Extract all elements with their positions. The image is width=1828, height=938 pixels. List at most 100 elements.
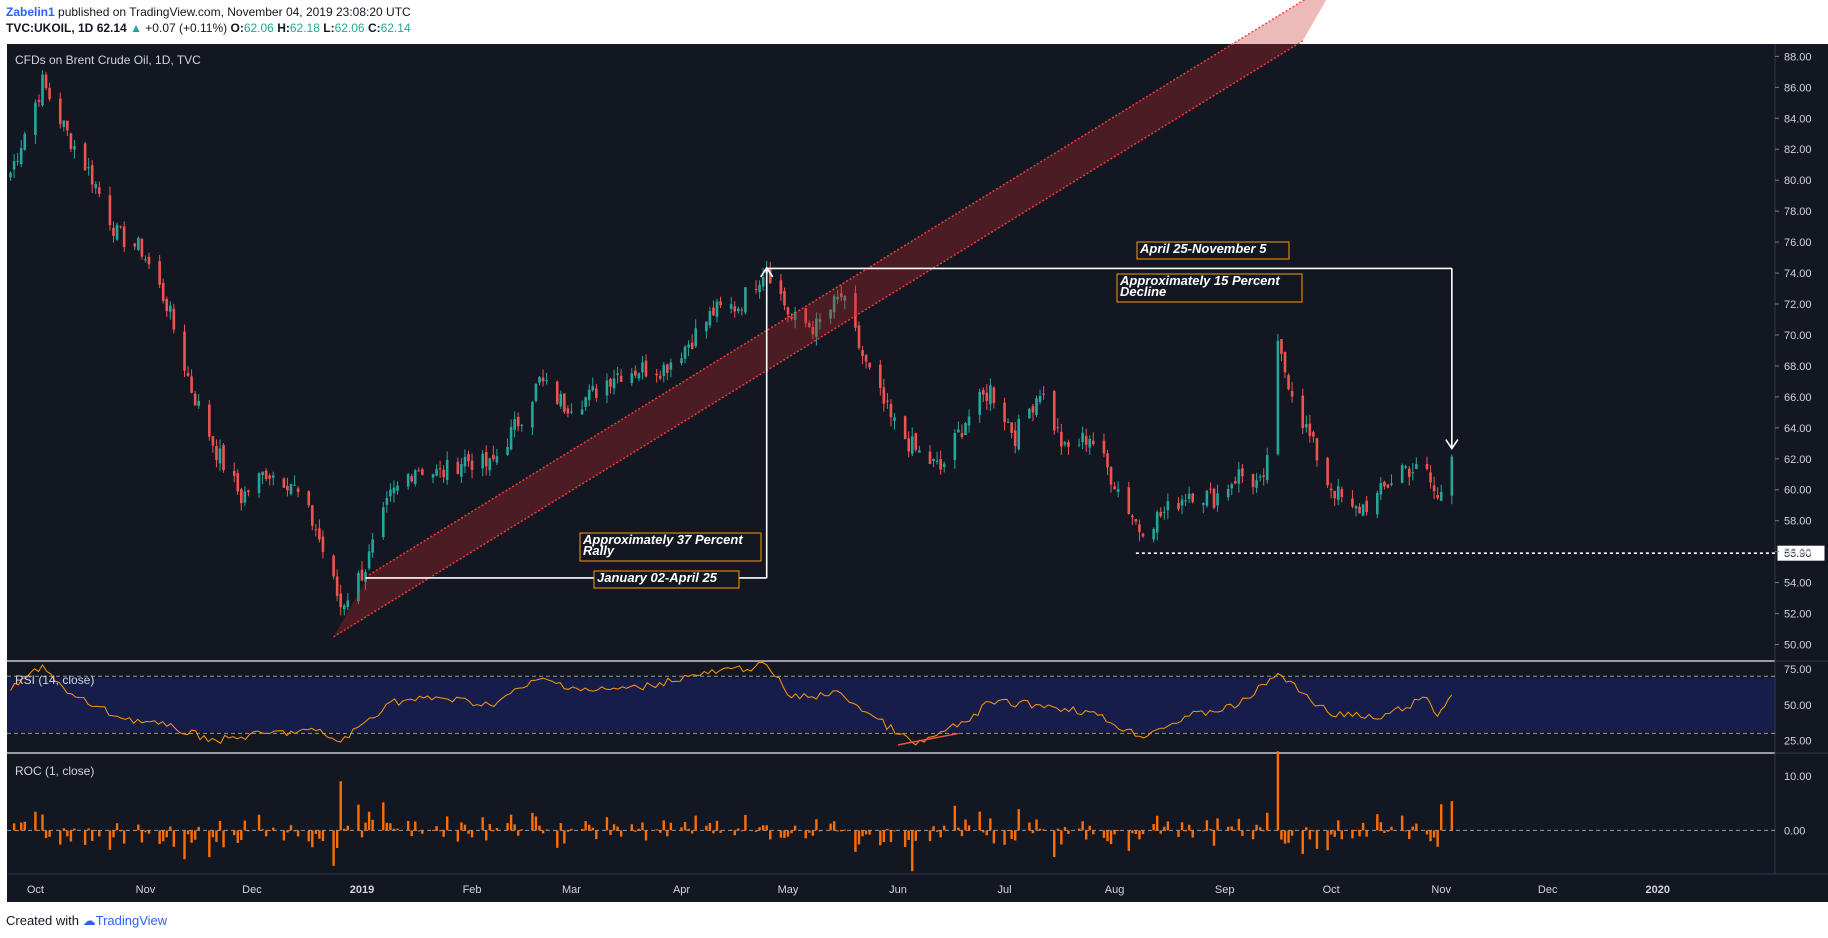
- candle-body: [1404, 466, 1407, 468]
- roc-bar: [683, 822, 687, 831]
- roc-bar: [992, 830, 996, 844]
- roc-bar: [680, 827, 683, 831]
- candle-body: [910, 436, 914, 454]
- open-label: O:: [230, 21, 244, 35]
- candle-body: [1031, 406, 1035, 413]
- candle-body: [360, 569, 364, 581]
- roc-bar: [957, 827, 960, 831]
- candle-body: [1280, 339, 1283, 354]
- candle-body: [1028, 408, 1031, 419]
- roc-bar: [580, 828, 584, 831]
- roc-bar: [520, 829, 523, 831]
- candle-body: [1301, 395, 1305, 429]
- candle-body: [985, 392, 989, 402]
- candle-body: [144, 259, 147, 261]
- candle-body: [23, 133, 27, 151]
- rsi-divergence-line: [897, 732, 959, 746]
- candle-body: [1006, 421, 1010, 423]
- candle-body: [421, 469, 424, 475]
- candle-body: [1251, 473, 1255, 488]
- roc-bar: [630, 824, 633, 831]
- rally-annotation-line: Rally: [583, 543, 615, 558]
- roc-bar: [1085, 830, 1088, 840]
- roc-bar: [1301, 830, 1304, 854]
- candle-body: [314, 529, 318, 531]
- roc-bar: [1450, 801, 1454, 831]
- roc-bar: [939, 830, 942, 838]
- candle-body: [346, 600, 350, 607]
- candle-body: [1187, 493, 1191, 499]
- roc-bar: [34, 811, 37, 831]
- candle-body: [893, 417, 896, 421]
- roc-bar: [1266, 812, 1269, 831]
- roc-bar: [1010, 830, 1013, 839]
- candle-body: [886, 400, 889, 402]
- roc-bar: [44, 830, 48, 839]
- roc-bar: [236, 830, 239, 843]
- candle-body: [240, 489, 243, 504]
- roc-bar: [790, 830, 793, 834]
- candle-body: [1230, 484, 1234, 489]
- roc-bar: [94, 830, 97, 832]
- roc-bar: [1134, 830, 1138, 835]
- roc-bar: [761, 825, 765, 831]
- candle-body: [445, 459, 449, 480]
- price-pane: [7, 44, 1775, 660]
- roc-bar: [612, 824, 616, 831]
- support-price-label: 55.90: [1784, 548, 1812, 560]
- candle-body: [1432, 485, 1436, 492]
- roc-bar: [1404, 830, 1407, 832]
- roc-bar: [137, 824, 140, 831]
- candle-body: [520, 424, 524, 426]
- roc-bar: [1230, 826, 1233, 831]
- candle-body: [484, 451, 488, 467]
- candle-body: [761, 277, 765, 287]
- roc-bar: [893, 830, 896, 832]
- candle-body: [839, 293, 843, 298]
- candle-body: [953, 433, 957, 460]
- roc-bar: [811, 830, 815, 836]
- candle-body: [133, 243, 137, 247]
- roc-bar: [282, 830, 286, 841]
- price-pane-title: CFDs on Brent Crude Oil, 1D, TVC: [15, 53, 201, 67]
- candle-body: [811, 326, 815, 335]
- roc-bar: [641, 822, 644, 831]
- candle-body: [1109, 467, 1113, 485]
- roc-bar: [1180, 822, 1184, 831]
- candle-body: [815, 318, 818, 337]
- roc-bar: [687, 828, 690, 831]
- candle-body: [935, 460, 939, 462]
- candle-body: [889, 403, 893, 418]
- candle-body: [964, 422, 967, 435]
- candle-body: [779, 280, 783, 295]
- candle-body: [193, 393, 197, 406]
- roc-bar: [715, 820, 719, 831]
- candle-body: [1276, 340, 1280, 455]
- roc-bar: [467, 830, 470, 834]
- roc-bar: [140, 830, 144, 843]
- tradingview-logo-icon[interactable]: ☁: [82, 913, 96, 928]
- price-tick-label: 72.00: [1784, 299, 1812, 311]
- rally-period-annotation-box: [593, 570, 740, 589]
- candle-body: [147, 256, 151, 265]
- roc-bar: [754, 830, 758, 832]
- roc-bar: [1163, 826, 1166, 831]
- candle-body: [903, 416, 907, 440]
- price-tick-label: 76.00: [1784, 237, 1812, 249]
- author-link[interactable]: Zabelin1: [6, 5, 55, 19]
- price-tick-label: 66.00: [1784, 392, 1812, 404]
- tradingview-brand-link[interactable]: TradingView: [95, 913, 168, 928]
- roc-bar: [733, 830, 736, 836]
- candle-body: [311, 505, 314, 526]
- candle-body: [488, 458, 492, 471]
- roc-bar: [1141, 830, 1145, 835]
- time-tick-label: Oct: [27, 884, 44, 896]
- roc-bar: [268, 830, 271, 832]
- candle-body: [342, 605, 346, 610]
- roc-bar: [1354, 830, 1358, 832]
- roc-bar: [1440, 804, 1443, 831]
- roc-bar: [609, 830, 612, 835]
- time-tick-label: 2019: [350, 884, 374, 896]
- roc-bar: [769, 830, 772, 840]
